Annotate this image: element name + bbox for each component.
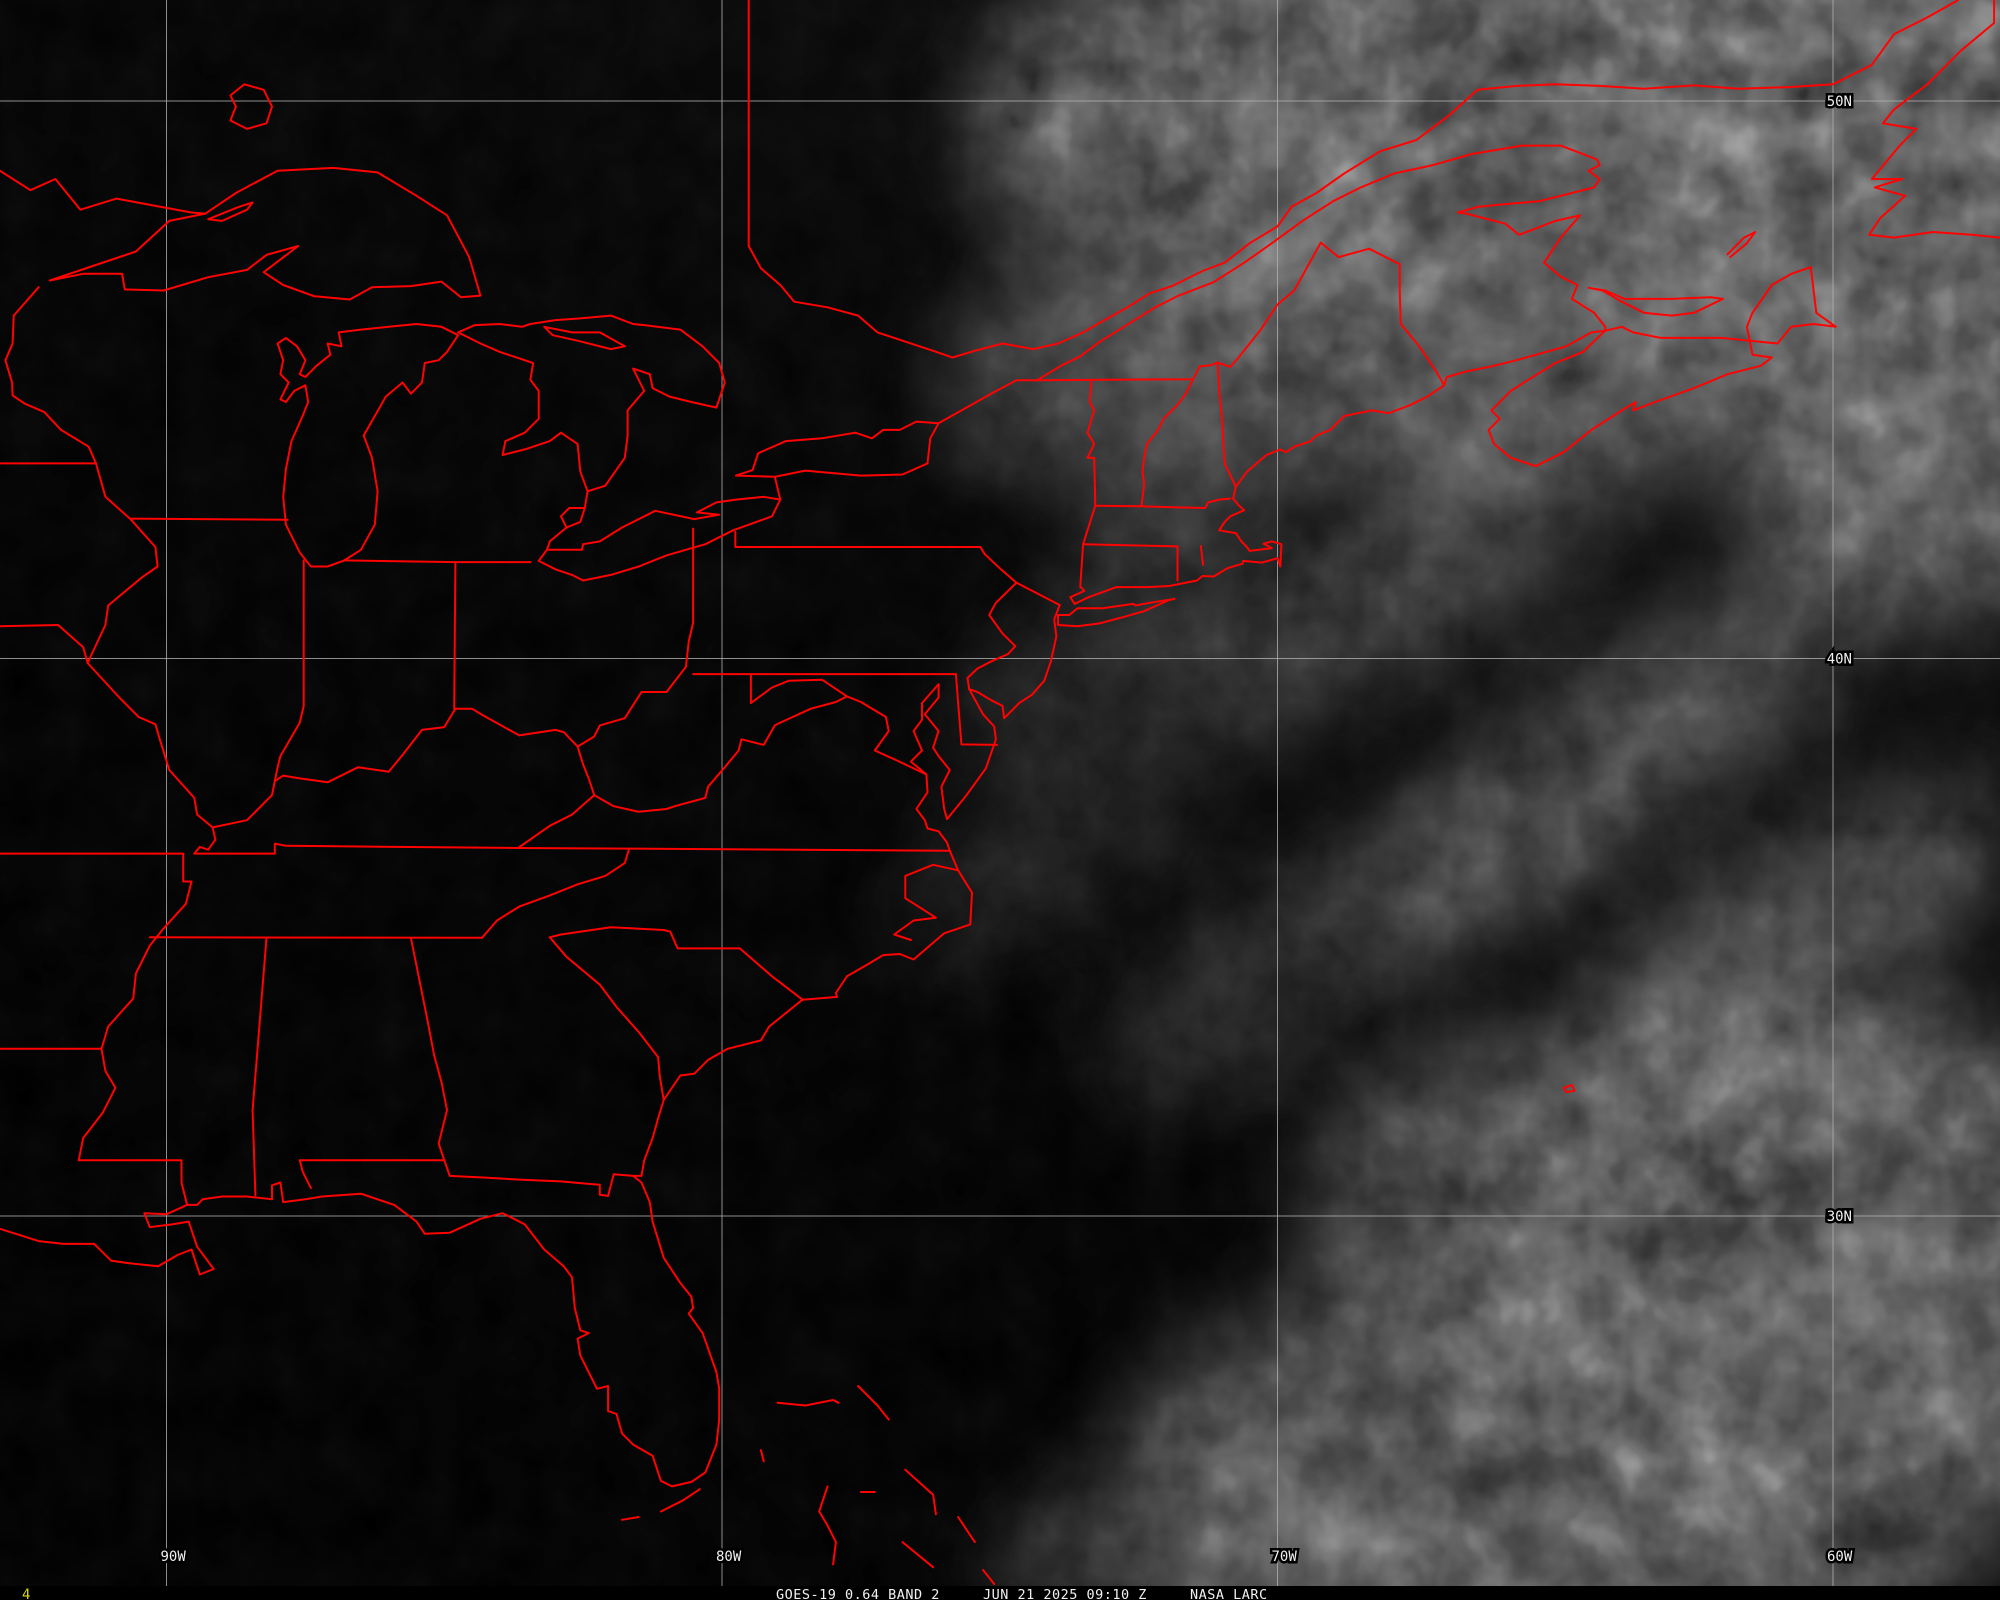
meridian-label-90W: 90W [161, 1549, 187, 1565]
map-outline-newbrunswick-fundy-coast [1443, 329, 1607, 387]
map-outline-lake-huron-georgian-bay [457, 314, 726, 493]
map-outline-grand-bahama [776, 1399, 840, 1407]
map-outline-florida-alabama-georgia-border [298, 1159, 635, 1197]
map-outline-illinois-indiana-border [273, 559, 305, 783]
map-outline-andros [818, 1485, 837, 1566]
map-outline-florida-keys [659, 1488, 701, 1513]
parallel-label-30N: 30N [1827, 1209, 1852, 1225]
map-outline-newfoundland-west-coast [1868, 0, 2000, 239]
map-outline-virginia-kentucky-border [517, 794, 596, 849]
map-outline-lake-nipigon [229, 83, 273, 130]
map-outline-mississippi-louisiana-border [77, 1159, 189, 1206]
caption-background [0, 1586, 2000, 1600]
map-outline-st-lawrence-south-bank-gaspe [937, 144, 1601, 425]
map-outline-lake-michigan [276, 323, 460, 568]
caption-bar: GOES-19 0.64 BAND 2 JUN 21 2025 09:10 Z … [0, 1586, 2000, 1600]
map-outline-minnesota-wisconsin-border [4, 286, 97, 465]
map-outline-bimini [759, 1449, 765, 1463]
map-outline-ontario-minnesota-border [0, 169, 207, 215]
map-outline-delaware-maryland-border [954, 673, 998, 746]
map-outline-detroit-river [546, 526, 568, 551]
map-outline-perdido-river [298, 1159, 312, 1190]
caption-satellite-band: GOES-19 0.64 BAND 2 [776, 1587, 940, 1600]
map-outline-newbrunswick-east-coast [1465, 212, 1607, 332]
map-outline-isle-royale [207, 201, 254, 222]
map-outline-cape-breton-island [1745, 266, 1837, 345]
map-outline-manitoulin-island [543, 325, 626, 351]
map-outline-lake-st-clair [559, 507, 586, 529]
map-outline-delaware-river-border [966, 553, 1018, 691]
map-outline-st-clair-river [583, 490, 589, 509]
map-outline-magdalen-islands [1726, 231, 1757, 259]
map-outline-lake-ontario [734, 420, 940, 478]
map-outline-exuma-chain [901, 1541, 935, 1569]
map-outline-massachusetts-north-border [1094, 497, 1232, 509]
map-outline-newjersey-coast [968, 604, 1061, 720]
map-outline-potomac-river-maryland-border [749, 673, 928, 776]
map-outline-newengland-maine-fundy-coast [1073, 384, 1446, 605]
map-outline-rhodeisland-massachusetts-border [1199, 544, 1205, 566]
map-outline-niagara-river [773, 475, 782, 501]
map-outline-pennsylvania-newyork-border [734, 530, 986, 556]
frame-number: 4 [22, 1587, 30, 1600]
map-outline-southeast-gulf-coast [0, 998, 804, 1488]
map-outline-michigan-indiana-ohio-border [343, 559, 532, 564]
map-outline-wisconsin-illinois-border [129, 517, 289, 521]
map-outline-northcarolina-coast [801, 849, 973, 1001]
map-outline-iowa-missouri-border [0, 624, 89, 664]
map-outline-westvirginia-virginia-border [593, 695, 848, 813]
map-outline-abaco [857, 1385, 890, 1421]
map-outline-vermont-newhampshire-border [1140, 378, 1195, 508]
map-outline-lake-superior [48, 166, 482, 301]
map-outline-connecticut-newyork-border [1069, 504, 1097, 605]
map-outline-ohio-river-westvirginia [576, 621, 695, 797]
map-outline-georgia-southcarolina-savannah-river [548, 936, 665, 1101]
map-outline-ontario-quebec-border-ottawa-river [747, 0, 1035, 359]
meridian-label-80W: 80W [716, 1549, 742, 1565]
map-outline-st-lawrence-north-shore [1032, 0, 1959, 351]
meridian-label-60W: 60W [1827, 1549, 1853, 1565]
map-outline-long-island-bahamas [982, 1569, 996, 1585]
gridline-labels: 90W 80W 70W 60W 50N 40N 30N [158, 92, 1855, 1568]
map-outline-massachusetts-connecticut-border [1082, 543, 1179, 582]
map-outline-northcarolina-tennessee-border [481, 847, 631, 939]
map-outline-florida-keys-west [621, 1516, 640, 1521]
map-outline-mississippi-river-lower [77, 880, 193, 1162]
map-outline-indiana-ohio-border [453, 561, 457, 710]
map-outline-prince-edward-island [1587, 286, 1724, 317]
map-outline-bermuda [1562, 1084, 1576, 1094]
caption-source: NASA LARC [1190, 1587, 1268, 1600]
map-outline-delmarva-chesapeake-coast [909, 683, 997, 852]
map-outline-pamlico-albemarle-sounds [893, 863, 960, 941]
parallel-label-40N: 40N [1827, 652, 1852, 668]
map-outline-cat-island [957, 1516, 976, 1544]
map-outline-northcarolina-southcarolina-border [548, 926, 804, 1001]
map-outline-us-canada-45n-maine-border [1036, 241, 1446, 387]
map-outline-nova-scotia [1487, 325, 1773, 468]
map-outline-eleuthera [904, 1468, 937, 1516]
map-outline-newyork-newjersey-border [1015, 581, 1061, 606]
map-outline-alabama-georgia-border [409, 936, 448, 1162]
map-outline-mississippi-river-upper [86, 462, 217, 855]
map-outline-vermont-newyork-border-lake-champlain [1086, 378, 1097, 507]
caption-datetime: JUN 21 2025 09:10 Z [983, 1587, 1147, 1600]
map-outline-arkansas-missouri-border [0, 852, 193, 883]
map-outline-newhampshire-maine-border [1216, 361, 1237, 488]
meridian-label-70W: 70W [1272, 1549, 1298, 1565]
map-outline-long-island [1057, 597, 1176, 628]
map-outline-lake-erie [537, 495, 782, 582]
map-outline-mississippi-alabama-border [251, 936, 268, 1197]
map-outline-tennessee-south-border [148, 936, 483, 939]
parallel-label-50N: 50N [1827, 94, 1852, 110]
